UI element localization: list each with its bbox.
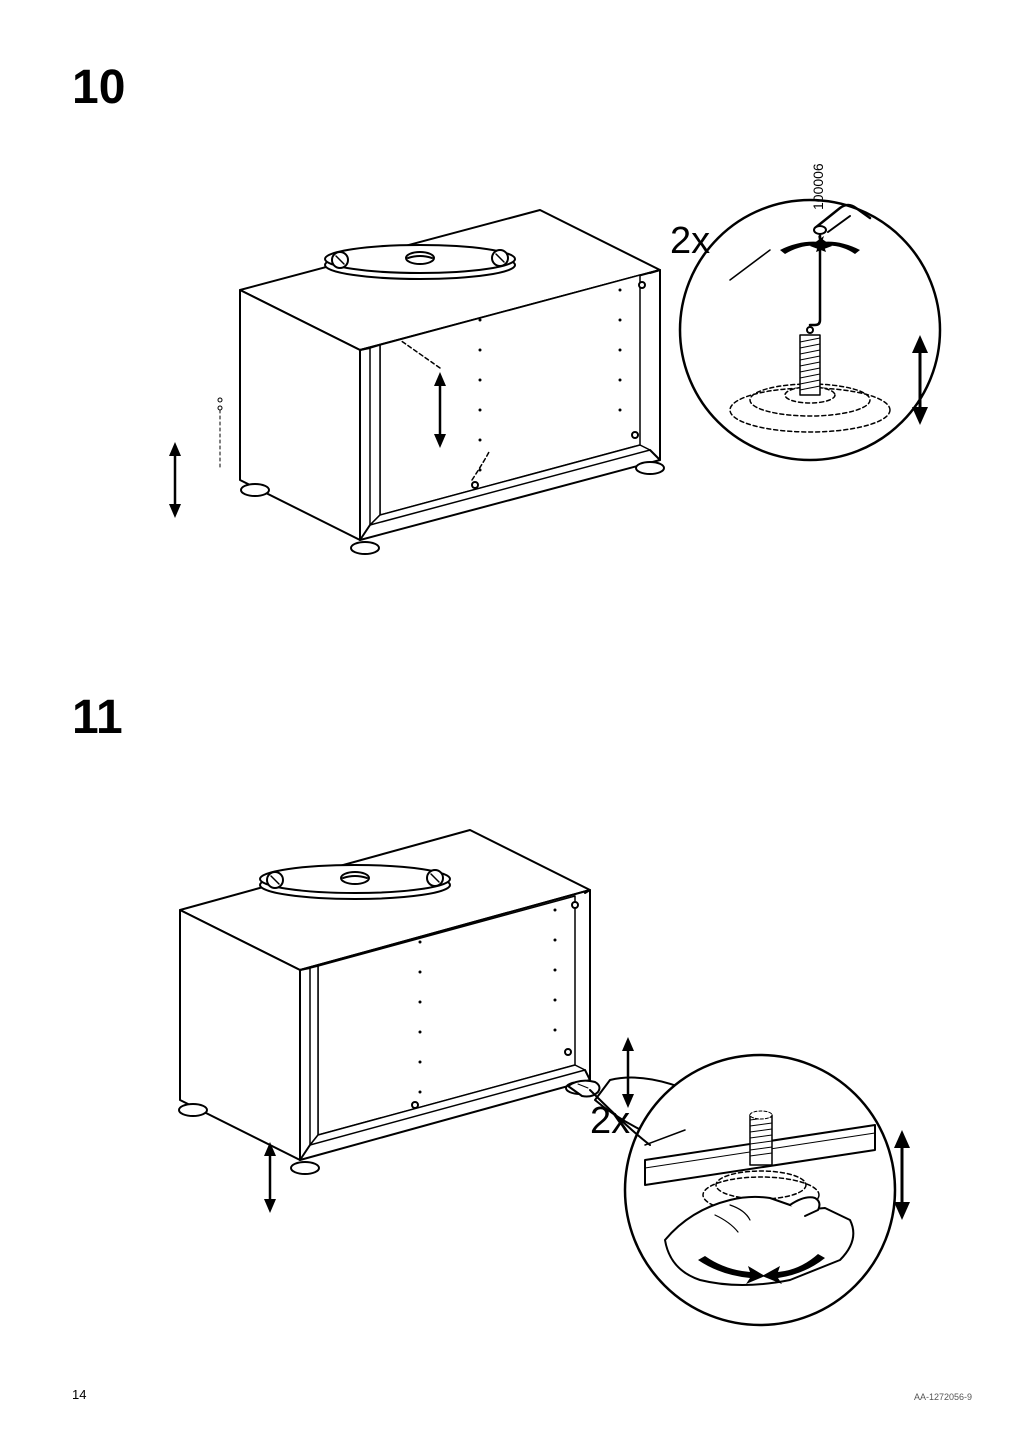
- instruction-page: 10: [0, 0, 1012, 1432]
- step-11-number: 11: [72, 690, 123, 745]
- step-10-diagram: 2x 100006: [120, 150, 940, 570]
- step-10-number: 10: [72, 60, 125, 115]
- part-number-label: 100006: [810, 163, 826, 210]
- page-number: 14: [72, 1387, 86, 1402]
- step-11-diagram: 2x: [90, 790, 940, 1310]
- step-11-qty: 2x: [590, 1100, 630, 1143]
- doc-id: AA-1272056-9: [914, 1392, 972, 1402]
- step-10-qty: 2x: [670, 220, 710, 263]
